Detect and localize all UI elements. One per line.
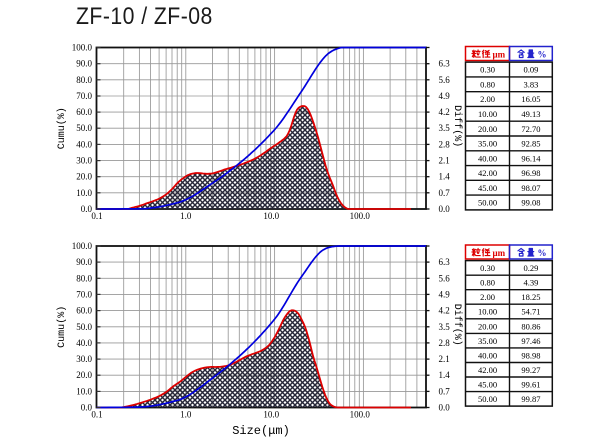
svg-text:99.61: 99.61 — [521, 380, 540, 390]
svg-text:60.0: 60.0 — [76, 306, 92, 316]
svg-text:μm: μm — [493, 248, 506, 258]
svg-text:20.0: 20.0 — [76, 172, 92, 182]
svg-text:0.7: 0.7 — [439, 188, 451, 198]
svg-text:6.3: 6.3 — [439, 257, 451, 267]
svg-text:42.00: 42.00 — [478, 365, 497, 375]
svg-text:99.87: 99.87 — [521, 394, 540, 404]
svg-text:%: % — [538, 50, 547, 60]
svg-text:10.00: 10.00 — [478, 307, 497, 317]
svg-text:0.30: 0.30 — [480, 263, 495, 273]
svg-text:0.0: 0.0 — [81, 204, 93, 214]
svg-text:30.0: 30.0 — [76, 354, 92, 364]
svg-text:35.00: 35.00 — [478, 336, 497, 346]
svg-text:20.0: 20.0 — [76, 370, 92, 380]
svg-text:97.46: 97.46 — [521, 336, 540, 346]
svg-text:100.0: 100.0 — [72, 43, 93, 53]
svg-text:20.00: 20.00 — [478, 124, 497, 134]
svg-text:70.0: 70.0 — [76, 289, 92, 299]
svg-text:4.39: 4.39 — [523, 278, 538, 288]
svg-text:99.27: 99.27 — [521, 365, 540, 375]
svg-text:40.0: 40.0 — [76, 338, 92, 348]
svg-text:96.98: 96.98 — [521, 168, 540, 178]
svg-text:Diff(%): Diff(%) — [451, 304, 463, 346]
svg-text:10.0: 10.0 — [263, 211, 279, 221]
svg-text:90.0: 90.0 — [76, 59, 92, 69]
svg-text:10.0: 10.0 — [76, 386, 92, 396]
svg-text:2.8: 2.8 — [439, 338, 451, 348]
svg-text:98.98: 98.98 — [521, 350, 540, 360]
svg-text:42.00: 42.00 — [478, 168, 497, 178]
svg-text:2.1: 2.1 — [439, 354, 450, 364]
svg-text:50.00: 50.00 — [478, 198, 497, 208]
svg-text:45.00: 45.00 — [478, 380, 497, 390]
svg-text:10.0: 10.0 — [263, 410, 279, 420]
svg-text:5.6: 5.6 — [439, 273, 451, 283]
svg-text:35.00: 35.00 — [478, 139, 497, 149]
svg-text:80.86: 80.86 — [521, 321, 540, 331]
svg-text:70.0: 70.0 — [76, 91, 92, 101]
svg-text:1.4: 1.4 — [439, 172, 451, 182]
svg-text:1.0: 1.0 — [180, 211, 192, 221]
svg-text:Size(μm): Size(μm) — [232, 424, 290, 438]
svg-text:50.0: 50.0 — [76, 322, 92, 332]
svg-text:μm: μm — [493, 50, 506, 60]
svg-text:2.8: 2.8 — [439, 139, 451, 149]
svg-text:40.0: 40.0 — [76, 139, 92, 149]
svg-text:0.30: 0.30 — [480, 65, 495, 75]
svg-text:0.0: 0.0 — [81, 403, 93, 413]
svg-text:0.0: 0.0 — [439, 403, 451, 413]
svg-text:2.1: 2.1 — [439, 156, 450, 166]
svg-text:92.85: 92.85 — [521, 139, 540, 149]
svg-text:2.00: 2.00 — [480, 292, 495, 302]
svg-text:0.1: 0.1 — [91, 410, 102, 420]
svg-text:100.0: 100.0 — [72, 241, 93, 251]
svg-text:40.00: 40.00 — [478, 153, 497, 163]
svg-text:1.4: 1.4 — [439, 370, 451, 380]
svg-text:3.83: 3.83 — [523, 80, 538, 90]
svg-text:80.0: 80.0 — [76, 273, 92, 283]
svg-text:10.0: 10.0 — [76, 188, 92, 198]
svg-text:54.71: 54.71 — [521, 307, 540, 317]
svg-text:5.6: 5.6 — [439, 75, 451, 85]
svg-text:50.00: 50.00 — [478, 394, 497, 404]
svg-text:90.0: 90.0 — [76, 257, 92, 267]
svg-text:4.2: 4.2 — [439, 107, 450, 117]
svg-text:30.0: 30.0 — [76, 156, 92, 166]
svg-text:100.0: 100.0 — [350, 410, 371, 420]
svg-text:4.9: 4.9 — [439, 289, 451, 299]
svg-text:99.08: 99.08 — [521, 198, 540, 208]
svg-text:6.3: 6.3 — [439, 59, 451, 69]
svg-text:0.80: 0.80 — [480, 278, 495, 288]
svg-text:%: % — [538, 248, 547, 258]
svg-text:4.9: 4.9 — [439, 91, 451, 101]
svg-text:45.00: 45.00 — [478, 183, 497, 193]
svg-text:Cumu(%): Cumu(%) — [56, 107, 68, 149]
svg-text:49.13: 49.13 — [521, 109, 540, 119]
svg-text:60.0: 60.0 — [76, 107, 92, 117]
svg-text:16.05: 16.05 — [521, 94, 540, 104]
svg-text:2.00: 2.00 — [480, 94, 495, 104]
svg-text:0.0: 0.0 — [439, 204, 451, 214]
svg-text:98.07: 98.07 — [521, 183, 540, 193]
svg-text:100.0: 100.0 — [350, 211, 371, 221]
svg-text:80.0: 80.0 — [76, 75, 92, 85]
svg-text:50.0: 50.0 — [76, 123, 92, 133]
svg-text:4.2: 4.2 — [439, 306, 450, 316]
svg-text:0.7: 0.7 — [439, 386, 451, 396]
svg-text:72.70: 72.70 — [521, 124, 540, 134]
svg-text:10.00: 10.00 — [478, 109, 497, 119]
svg-text:Diff(%): Diff(%) — [451, 105, 463, 147]
svg-text:0.09: 0.09 — [523, 65, 538, 75]
svg-text:3.5: 3.5 — [439, 322, 451, 332]
svg-text:0.80: 0.80 — [480, 80, 495, 90]
svg-text:0.29: 0.29 — [523, 263, 538, 273]
svg-text:Cumu(%): Cumu(%) — [56, 306, 68, 348]
svg-text:1.0: 1.0 — [180, 410, 192, 420]
svg-text:40.00: 40.00 — [478, 350, 497, 360]
svg-text:96.14: 96.14 — [521, 153, 541, 163]
svg-text:18.25: 18.25 — [521, 292, 540, 302]
svg-text:20.00: 20.00 — [478, 321, 497, 331]
svg-text:3.5: 3.5 — [439, 123, 451, 133]
svg-text:0.1: 0.1 — [91, 211, 102, 221]
